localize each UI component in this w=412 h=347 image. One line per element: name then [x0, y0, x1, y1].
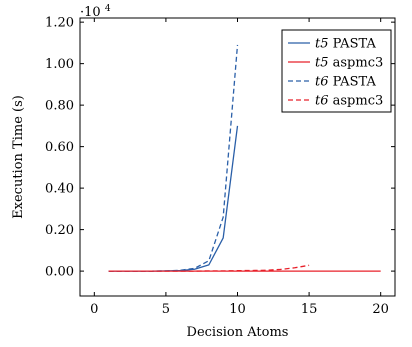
tick-labels: 0 5 10 15 20 0.00 0.20 0.40 0.60 0.80 1.00 1.20 [45, 16, 389, 317]
legend-entry: t5 PASTA [315, 37, 376, 52]
y-axis-title: Execution Time (s) [11, 95, 26, 219]
legend-entry-label: PASTA [329, 37, 377, 52]
x-tick-label: 0 [90, 302, 98, 317]
y-tick-label: 1.00 [45, 57, 74, 72]
axis-ticks [80, 18, 395, 296]
series-line-t6-pasta [108, 44, 239, 272]
y-tick-label: 0.20 [45, 223, 74, 238]
legend-entry: t5 aspmc3 [315, 56, 383, 71]
legend-entry-label: PASTA [329, 75, 377, 90]
y-tick-label: 0.80 [45, 99, 74, 114]
legend-entry-var: t5 [315, 37, 329, 52]
y-axis-multiplier: ·10 4 [80, 4, 111, 20]
legend-entry-var: t6 [315, 94, 329, 109]
legend-entry-label: aspmc3 [329, 94, 384, 109]
series-line-t5-pasta [108, 125, 239, 272]
legend-entry-label: aspmc3 [329, 56, 384, 71]
series-line-t6-aspmc3 [108, 264, 310, 272]
x-axis-title: Decision Atoms [187, 325, 289, 340]
legend-entry: t6 PASTA [315, 75, 376, 90]
y-tick-label: 0.60 [45, 140, 74, 155]
y-tick-label: 0.40 [45, 182, 74, 197]
y-multiplier-base: ·10 [80, 5, 101, 20]
x-tick-label: 5 [162, 302, 170, 317]
y-tick-label: 1.20 [45, 16, 74, 31]
legend-entry-var: t5 [315, 56, 329, 71]
y-multiplier-exponent: 4 [105, 4, 111, 14]
plot-lines [108, 44, 381, 272]
legend-box [281, 29, 392, 113]
x-tick-label: 20 [372, 302, 389, 317]
x-tick-label: 15 [301, 302, 318, 317]
y-tick-label: 0.00 [45, 265, 74, 280]
x-tick-label: 10 [229, 302, 246, 317]
legend-entry: t6 aspmc3 [315, 94, 383, 109]
legend-entry-var: t6 [315, 75, 329, 90]
